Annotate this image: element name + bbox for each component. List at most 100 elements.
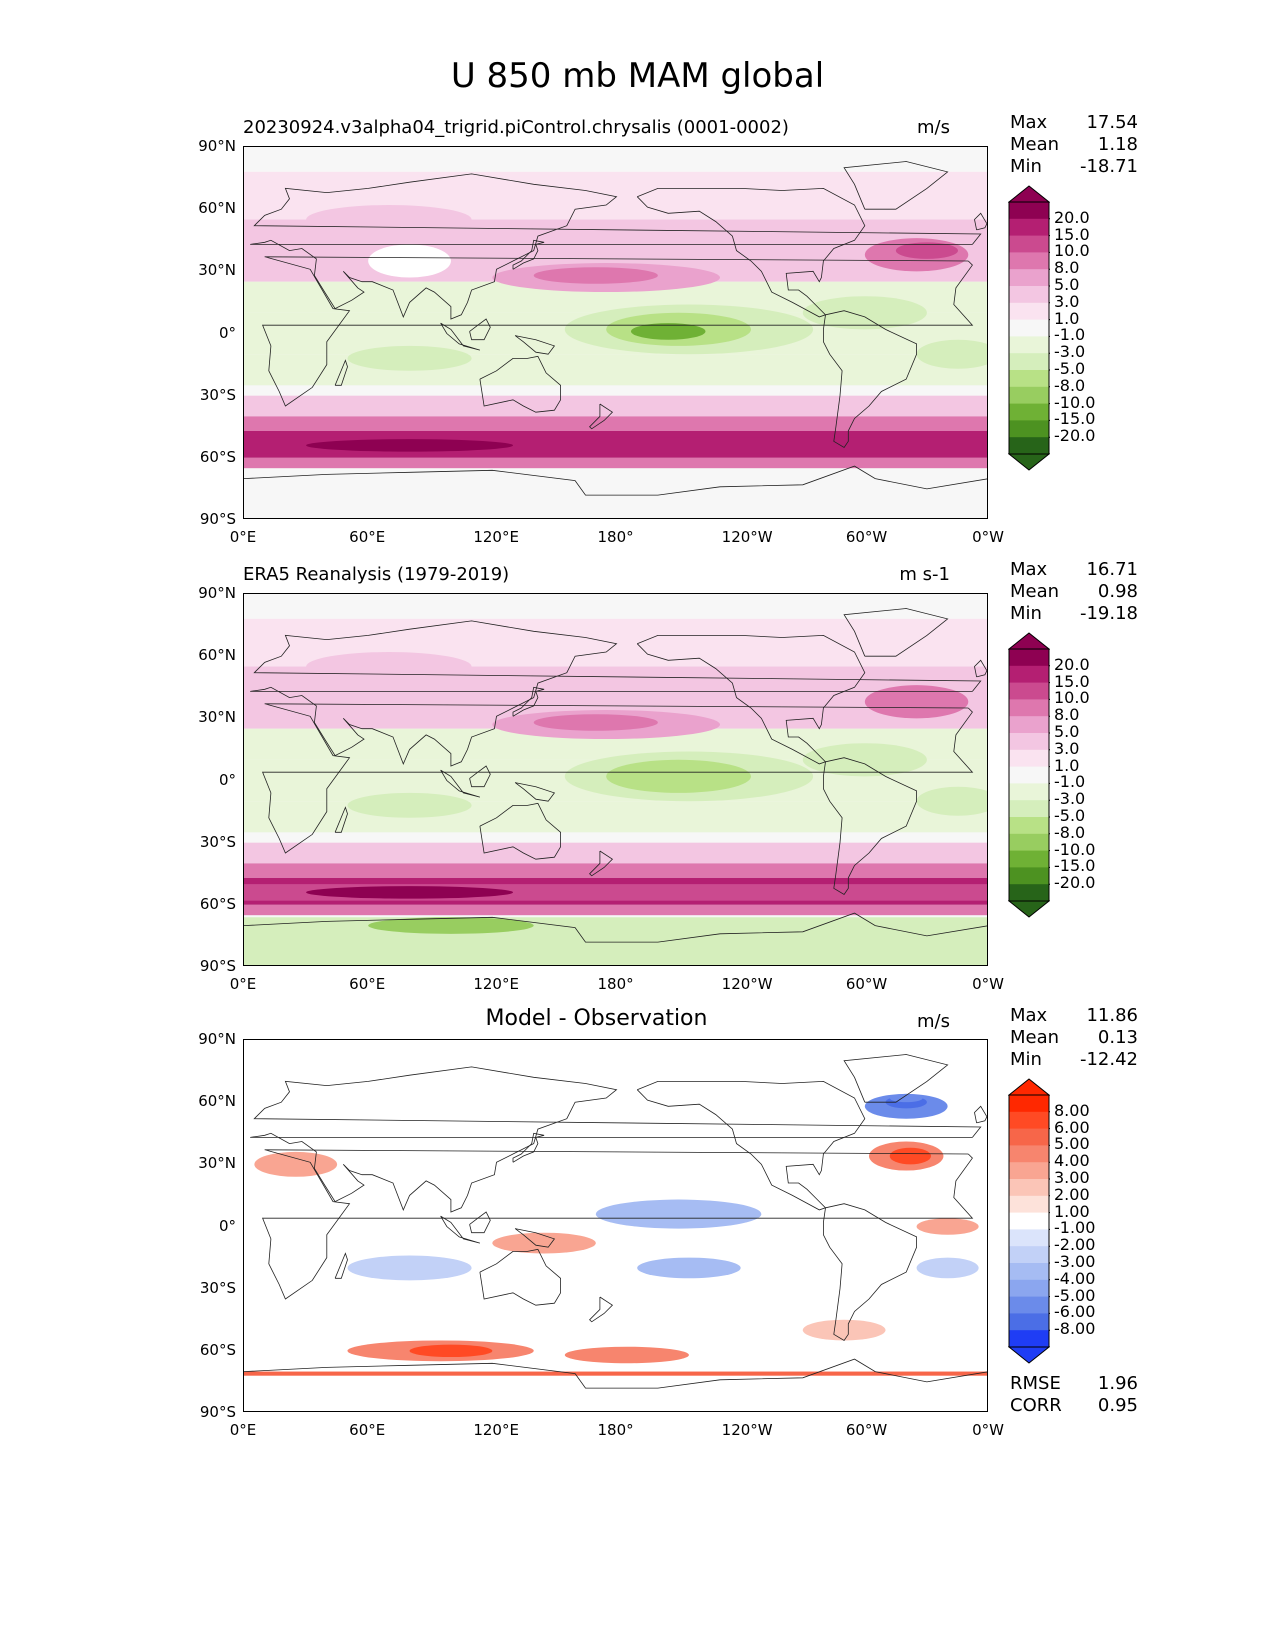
colorbar-tick-label: 6.00 [1054, 1117, 1090, 1137]
wind-region [347, 1255, 472, 1281]
colorbar-tick-label: 20.0 [1054, 207, 1090, 227]
wind-region [916, 339, 987, 369]
wind-region [916, 786, 987, 816]
lon-tick-label: 120°W [721, 528, 773, 546]
colorbar-bin [1009, 884, 1049, 902]
coastline [843, 161, 949, 210]
colorbar-bin [1009, 1195, 1049, 1214]
panel-1-title: 20230924.v3alpha04_trigrid.piControl.chr… [243, 117, 789, 138]
lat-tick-label: 90°S [199, 1403, 236, 1421]
westerly-band-south [244, 904, 987, 916]
lon-tick-label: 120°E [473, 1421, 519, 1439]
colorbar-tick-label: -5.00 [1054, 1285, 1096, 1305]
colorbar-tick-label: 10.0 [1054, 241, 1090, 261]
coastline [512, 686, 545, 717]
lat-tick-label: 30°S [199, 1278, 236, 1297]
lon-tick-label: 60°W [845, 975, 888, 993]
lat-tick-label: 30°N [198, 1154, 236, 1173]
coastline [244, 465, 987, 496]
panel-1-colorbar: 20.0 15.0 10.0 8.0 5.0 3.0 1.0 -1.0 -3.0 -5.0 -8.0… [1007, 185, 1095, 475]
coastline [514, 1228, 556, 1248]
colorbar-bin [1009, 302, 1049, 321]
coastline [334, 806, 348, 833]
coastline [262, 1149, 974, 1300]
coastline [512, 239, 545, 270]
colorbar-bin [1009, 733, 1049, 751]
lon-tick-label: 120°E [473, 975, 519, 993]
colorbar-tick-label: -1.0 [1054, 772, 1086, 792]
westerly-band-south [244, 842, 987, 864]
colorbar-tick-label: -20.0 [1054, 873, 1096, 893]
colorbar-bin [1009, 1111, 1049, 1130]
stat-label: Mean [1010, 581, 1060, 602]
wind-region [895, 242, 958, 259]
colorbar-bin [1009, 783, 1049, 801]
coastline [479, 1248, 561, 1306]
panel-2-map [243, 593, 988, 966]
lat-tick-label: 0° [218, 323, 236, 342]
colorbar-bin [1009, 218, 1049, 237]
wind-region [802, 1319, 886, 1341]
coastline [974, 212, 987, 231]
lon-tick-label: 180° [597, 1421, 634, 1439]
stat-label: Mean [1010, 1027, 1060, 1048]
colorbar-bin [1009, 1263, 1049, 1281]
colorbar-tick-label: -10.0 [1054, 392, 1096, 412]
lat-tick-label: 60°N [198, 646, 236, 665]
colorbar-tick-label: 8.0 [1054, 705, 1080, 725]
colorbar-bin [1009, 749, 1049, 768]
wind-region [347, 345, 472, 371]
colorbar-tick-label: -3.0 [1054, 342, 1086, 362]
lon-tick-label: 0°W [972, 975, 1004, 993]
lon-tick-label: 60°E [349, 528, 386, 546]
lat-tick-label: 30°S [199, 832, 236, 851]
colorbar-tick-label: 4.00 [1054, 1151, 1090, 1171]
wind-region [368, 917, 534, 934]
lat-tick-label: 60°N [198, 199, 236, 218]
stat-label: Min [1010, 1049, 1042, 1070]
panel-2-colorbar: 20.0 15.0 10.0 8.0 5.0 3.0 1.0 -1.0 -3.0 -5.0 -8.0… [1007, 632, 1095, 922]
coastline [974, 1105, 987, 1124]
colorbar-bin [1009, 420, 1049, 438]
wind-region [492, 1232, 596, 1254]
westerly-band-south [244, 395, 987, 417]
wind-region [533, 714, 658, 731]
panel-3-stats: Max 11.86 Mean 0.13 Min -12.42 [1010, 1005, 1138, 1071]
stat-value: -18.71 [1079, 156, 1138, 177]
wind-region [630, 323, 706, 340]
antarctic-edge [244, 1371, 987, 1376]
stat-value: -12.42 [1079, 1049, 1138, 1070]
panel-2-units: m s-1 [899, 564, 950, 585]
lon-tick-label: 60°W [845, 528, 888, 546]
panel-3-colorbar: 8.00 6.00 5.00 4.00 3.00 2.00 1.00 -1.00 -2.00 -3… [1007, 1078, 1095, 1368]
colorbar-bin [1009, 817, 1049, 835]
coastline [589, 850, 614, 877]
coastline [469, 1211, 491, 1234]
colorbar-tick-label: 5.00 [1054, 1134, 1090, 1154]
colorbar-bin [1009, 437, 1049, 455]
coastline [823, 1203, 917, 1342]
colorbar-bin [1009, 386, 1049, 405]
colorbar-tick-label: -1.00 [1054, 1218, 1096, 1238]
antarctic-region [244, 470, 987, 518]
panel-3-map [243, 1039, 988, 1412]
colorbar-tick-label: 20.0 [1054, 654, 1090, 674]
colorbar-bin [1009, 336, 1049, 354]
panel-3-metrics: RMSE 1.96 CORR 0.95 [1010, 1373, 1138, 1417]
colorbar-bin [1009, 699, 1049, 717]
panel-2-stats: Max 16.71 Mean 0.98 Min -19.18 [1010, 559, 1138, 625]
stat-value: -19.18 [1079, 603, 1138, 624]
coastline [250, 620, 982, 767]
colorbar-bin [1009, 1095, 1049, 1113]
lat-tick-label: 90°S [199, 957, 236, 975]
stat-label: Max [1010, 112, 1048, 133]
wind-region [802, 743, 927, 777]
colorbar-bin [1009, 353, 1049, 371]
colorbar-bin [1009, 1212, 1049, 1230]
coastline [589, 403, 614, 430]
colorbar-bin [1009, 1246, 1049, 1264]
coastline [244, 912, 987, 943]
coastline [334, 359, 348, 386]
stat-value: 1.18 [1097, 134, 1138, 155]
colorbar-tick-label: -15.0 [1054, 856, 1096, 876]
